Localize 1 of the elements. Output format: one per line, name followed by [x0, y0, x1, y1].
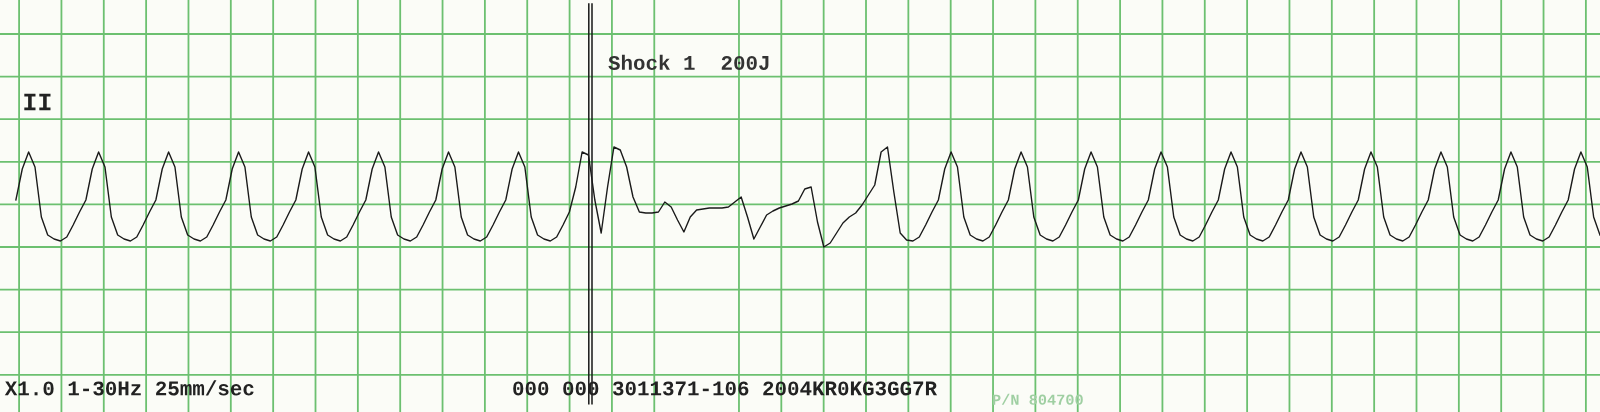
text: II [24, 93, 51, 111]
